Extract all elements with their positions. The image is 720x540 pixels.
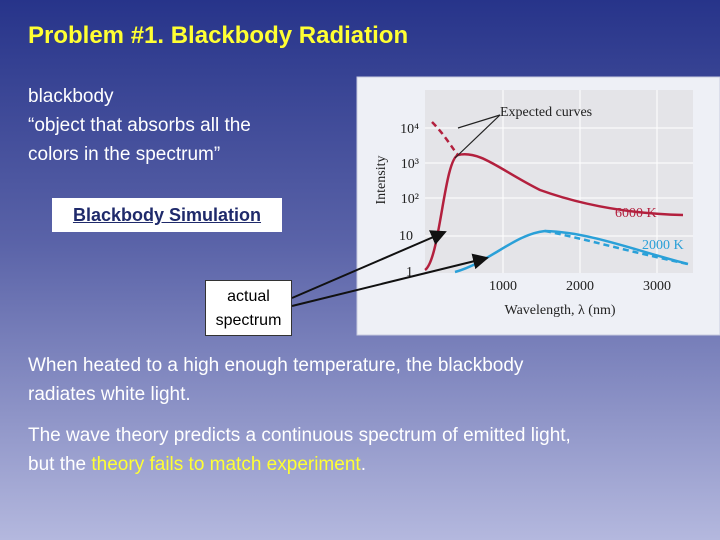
annotation-arrows xyxy=(454,114,501,159)
paragraph-line: The wave theory predicts a continuous sp… xyxy=(28,425,571,446)
pointer-arrow xyxy=(291,230,447,299)
pointer-arrow xyxy=(291,253,489,307)
annotation: Expected curves xyxy=(500,105,592,120)
y-tick-label: 10 xyxy=(399,229,413,244)
slide-title: Problem #1. Blackbody Radiation xyxy=(28,22,409,49)
expected-6000k xyxy=(431,121,459,156)
curve-label: 2000 K xyxy=(642,238,684,253)
definition-line: “object that absorbs all the xyxy=(28,115,251,136)
text: but the xyxy=(28,454,92,475)
curve-6000k xyxy=(424,152,684,272)
x-tick-label: 2000 xyxy=(566,279,594,294)
grid xyxy=(425,90,693,273)
paragraph-line: radiates white light. xyxy=(28,384,191,405)
term: blackbody xyxy=(28,86,114,107)
curve-label: 6000 K xyxy=(615,206,657,221)
simulation-link[interactable]: Blackbody Simulation xyxy=(52,198,282,232)
callout-line: spectrum xyxy=(215,312,282,329)
y-axis-label: Intensity xyxy=(374,156,389,205)
paragraph-line: When heated to a high enough temperature… xyxy=(28,355,524,376)
plot-area xyxy=(425,90,693,273)
x-axis-label: Wavelength, λ (nm) xyxy=(504,303,615,318)
x-tick-label: 3000 xyxy=(643,279,671,294)
callout: actual spectrum xyxy=(205,280,292,336)
text: . xyxy=(360,454,366,475)
callout-line: actual xyxy=(227,288,270,305)
y-tick-label: 10³ xyxy=(401,157,419,172)
y-tick-label: 1 xyxy=(406,265,413,280)
highlight: theory fails to match experiment xyxy=(91,454,361,475)
definition-line: colors in the spectrum” xyxy=(28,144,221,165)
paragraph-line: but the theory fails to match experiment… xyxy=(28,450,366,479)
expected-2000k xyxy=(544,229,689,266)
y-tick-label: 10⁴ xyxy=(400,122,419,137)
y-tick-label: 10² xyxy=(401,192,419,207)
x-tick-label: 1000 xyxy=(489,279,517,294)
